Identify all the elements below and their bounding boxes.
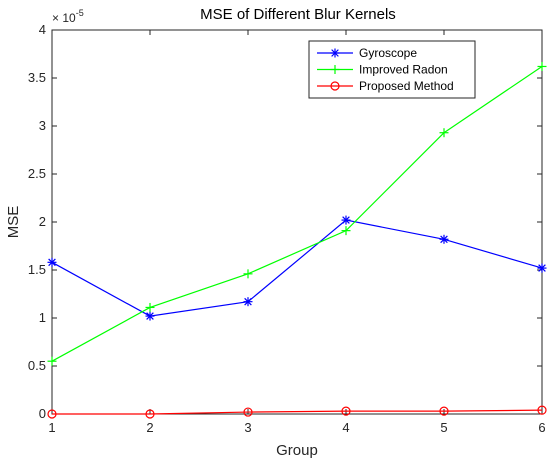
data-point: [330, 65, 340, 74]
y-tick-label: 4: [39, 22, 46, 37]
series-line-gyroscope: [51, 219, 543, 317]
legend: Gyroscope Improved Radon Proposed Method: [308, 40, 476, 99]
x-tick-label: 4: [342, 420, 349, 435]
legend-item: Gyroscope: [317, 46, 417, 60]
data-point: [243, 269, 253, 279]
data-point: [439, 128, 449, 138]
y-tick-label: 3: [39, 118, 46, 133]
data-point: [145, 311, 155, 321]
series-line-improved-radon: [51, 65, 543, 362]
data-point: [243, 297, 253, 307]
data-point: [145, 409, 155, 419]
data-point: [243, 407, 253, 417]
data-point: [330, 81, 340, 91]
y-axis-exponent-label: × 10-5: [52, 8, 84, 25]
axis-ticks: 1 2 3 4 5 6 0 0.5 1 1.5 2 2.5 3 3.5 4: [28, 22, 546, 435]
legend-label: Gyroscope: [359, 46, 417, 60]
series-line-proposed-method: [52, 409, 543, 415]
data-point: [47, 257, 57, 267]
data-point: [341, 226, 351, 236]
data-point: [537, 263, 547, 273]
y-tick-label: 2.5: [28, 166, 46, 181]
y-tick-label: 0: [39, 406, 46, 421]
data-point: [330, 48, 340, 58]
data-point: [47, 356, 57, 366]
y-tick-label: 1.5: [28, 262, 46, 277]
x-tick-label: 1: [48, 420, 55, 435]
y-tick-label: 2: [39, 214, 46, 229]
chart-title: MSE of Different Blur Kernels: [200, 6, 396, 23]
series-group: [47, 61, 547, 419]
y-tick-label: 1: [39, 310, 46, 325]
data-point: [439, 234, 449, 244]
x-axis-label: Group: [276, 442, 318, 459]
x-tick-label: 5: [440, 420, 447, 435]
data-point: [341, 406, 351, 416]
legend-item: Improved Radon: [317, 63, 448, 77]
legend-label: Improved Radon: [359, 63, 448, 77]
y-axis-label: MSE: [5, 206, 22, 239]
data-point: [341, 215, 351, 225]
x-tick-label: 2: [146, 420, 153, 435]
data-point: [145, 302, 155, 312]
x-tick-label: 6: [538, 420, 545, 435]
y-tick-label: 0.5: [28, 358, 46, 373]
x-tick-label: 3: [244, 420, 251, 435]
legend-label: Proposed Method: [359, 79, 454, 93]
data-point: [439, 406, 449, 416]
data-point: [537, 405, 547, 415]
data-point: [537, 61, 547, 71]
legend-item: Proposed Method: [317, 79, 454, 93]
y-tick-label: 3.5: [28, 70, 46, 85]
data-point: [47, 409, 57, 419]
